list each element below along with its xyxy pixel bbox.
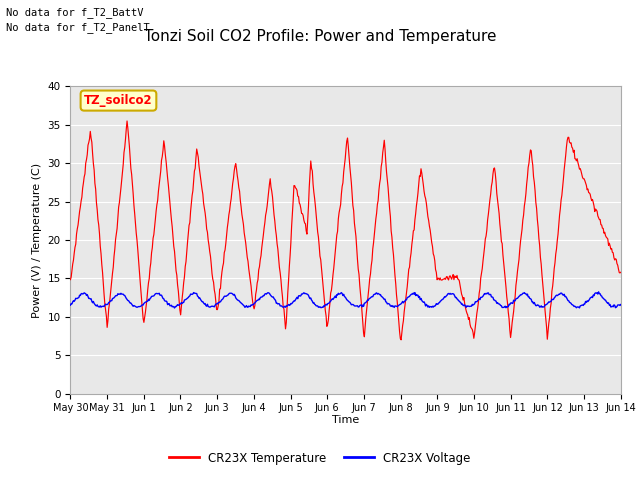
Legend: CR23X Temperature, CR23X Voltage: CR23X Temperature, CR23X Voltage [164, 447, 476, 469]
Text: No data for f_T2_PanelT: No data for f_T2_PanelT [6, 22, 150, 33]
Y-axis label: Power (V) / Temperature (C): Power (V) / Temperature (C) [32, 162, 42, 318]
Text: No data for f_T2_BattV: No data for f_T2_BattV [6, 7, 144, 18]
Text: TZ_soilco2: TZ_soilco2 [84, 94, 153, 107]
Text: Tonzi Soil CO2 Profile: Power and Temperature: Tonzi Soil CO2 Profile: Power and Temper… [144, 29, 496, 44]
X-axis label: Time: Time [332, 415, 359, 425]
